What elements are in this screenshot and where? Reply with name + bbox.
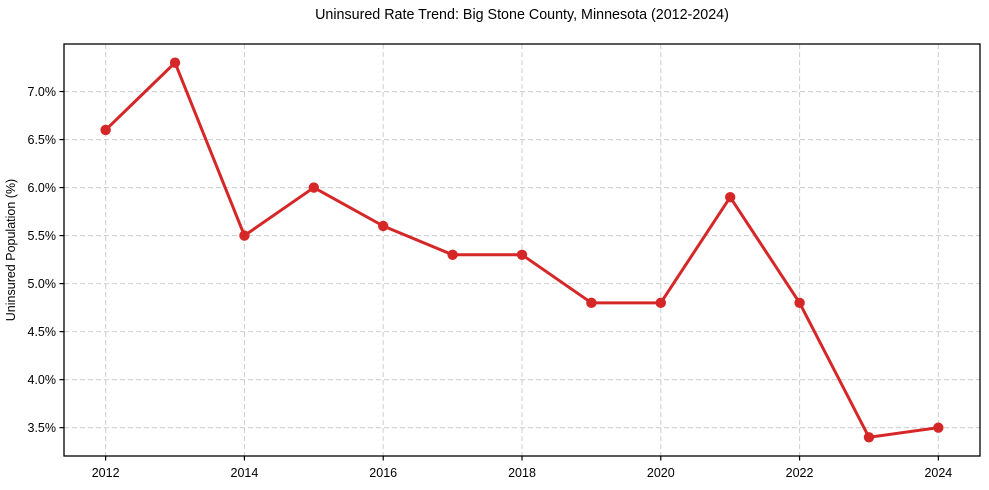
x-tick-label: 2012 — [92, 466, 120, 480]
data-point-2024 — [933, 422, 944, 433]
x-tick-label: 2016 — [369, 466, 397, 480]
data-point-2022 — [794, 297, 805, 309]
y-tick-label: 4.5% — [28, 325, 57, 339]
x-tick-label: 2022 — [786, 466, 814, 480]
data-point-2023 — [863, 432, 875, 443]
data-point-2018 — [516, 249, 528, 261]
data-point-2013 — [169, 57, 181, 68]
x-tick-label: 2018 — [508, 466, 536, 480]
y-tick-label: 6.0% — [28, 181, 57, 195]
x-tick-label: 2020 — [647, 466, 675, 480]
y-tick-label: 6.5% — [28, 133, 57, 147]
y-tick-label: 5.0% — [28, 277, 57, 291]
data-point-2017 — [447, 249, 458, 261]
x-tick-label: 2014 — [231, 466, 259, 480]
y-tick-label: 4.0% — [28, 373, 57, 387]
data-point-2016 — [378, 220, 389, 232]
data-point-2014 — [239, 230, 250, 241]
y-tick-label: 5.5% — [28, 229, 57, 243]
data-point-2020 — [655, 297, 666, 309]
data-point-2015 — [308, 182, 320, 193]
x-tick-label: 2024 — [924, 466, 952, 480]
chart-title: Uninsured Rate Trend: Big Stone County, … — [315, 7, 729, 23]
data-point-2012 — [100, 124, 111, 136]
data-point-2021 — [724, 191, 736, 203]
y-tick-label: 7.0% — [28, 85, 57, 99]
y-tick-label: 3.5% — [28, 421, 57, 435]
data-point-2019 — [586, 297, 597, 309]
y-axis-label: Uninsured Population (%) — [4, 179, 18, 321]
